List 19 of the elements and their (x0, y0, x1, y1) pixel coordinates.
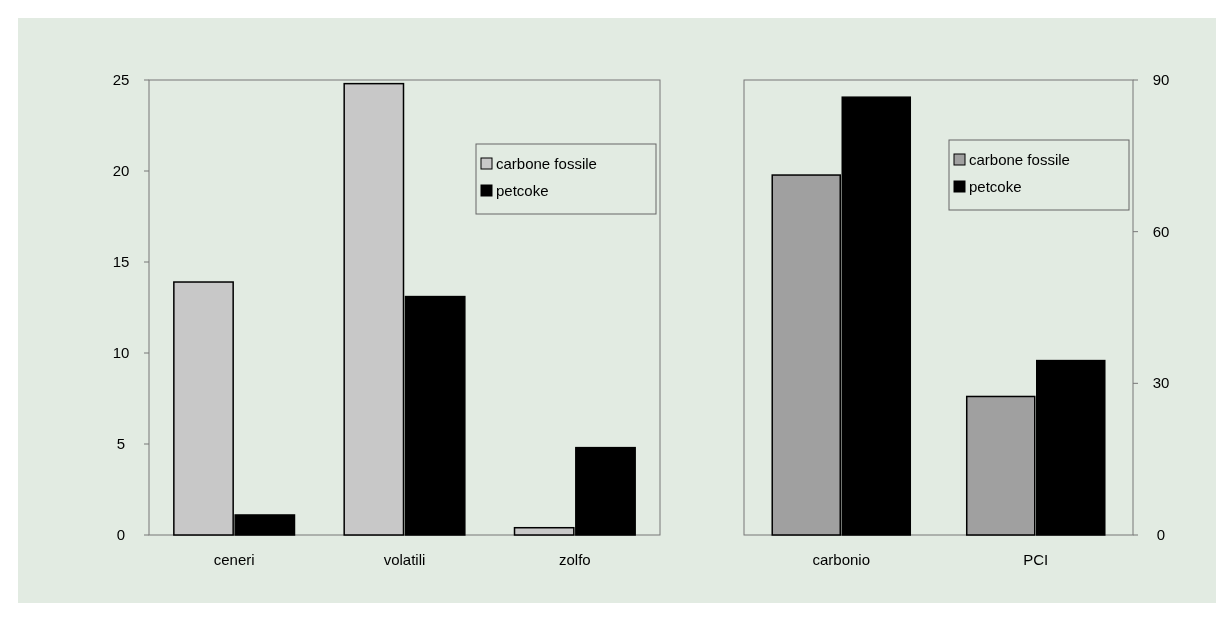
y2-tick-label: 90 (1152, 71, 1170, 88)
y-tick-label: 25 (112, 71, 130, 88)
y-tick-label: 10 (112, 344, 130, 361)
y2-tick-label: 30 (1152, 374, 1170, 392)
y-tick-label: 20 (112, 162, 130, 179)
x-tick-label: ceneri (213, 551, 255, 568)
x-tick-label: volatili (383, 551, 426, 568)
y2-tick-label: 60 (1152, 222, 1170, 240)
legend-label: carbone fossile (969, 151, 1070, 168)
y-tick-label: 5 (116, 435, 126, 452)
y2-tick-label: 0 (1156, 526, 1166, 543)
y-tick-label: 0 (116, 526, 126, 543)
legend-label: petcoke (969, 178, 1022, 195)
x-tick-label: carbonio (812, 551, 871, 568)
legend-label: carbone fossile (496, 155, 597, 172)
y-tick-label: 15 (112, 253, 130, 270)
x-tick-label: PCI (1023, 551, 1049, 568)
legend-label: petcoke (496, 182, 549, 199)
x-tick-label: zolfo (558, 551, 591, 568)
